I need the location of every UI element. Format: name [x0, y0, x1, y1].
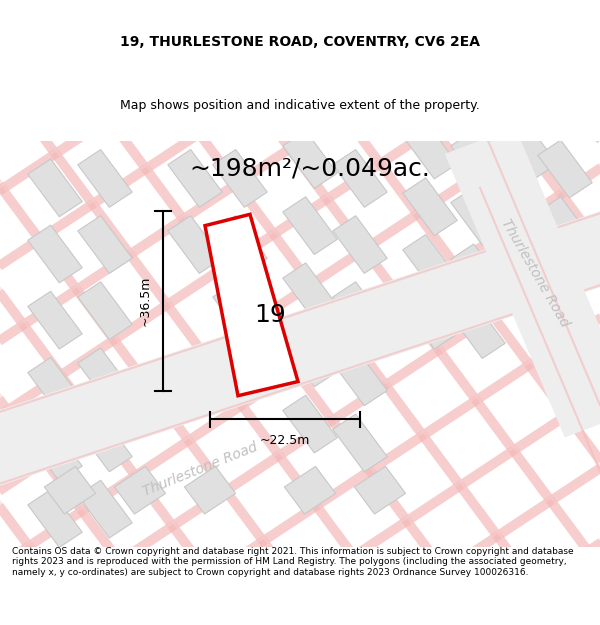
Polygon shape — [28, 291, 82, 349]
Polygon shape — [333, 282, 387, 339]
Polygon shape — [28, 489, 82, 548]
Text: Thurlestone Road: Thurlestone Road — [499, 216, 572, 329]
Polygon shape — [205, 214, 298, 396]
Polygon shape — [284, 466, 335, 514]
Text: ~36.5m: ~36.5m — [139, 276, 151, 326]
Polygon shape — [78, 149, 132, 208]
Polygon shape — [538, 197, 592, 254]
Polygon shape — [283, 131, 337, 188]
Polygon shape — [184, 466, 236, 514]
Polygon shape — [451, 131, 505, 188]
Polygon shape — [333, 348, 387, 406]
Polygon shape — [78, 216, 132, 273]
Polygon shape — [451, 301, 505, 359]
Polygon shape — [78, 282, 132, 339]
Polygon shape — [333, 216, 387, 273]
Polygon shape — [283, 197, 337, 254]
Polygon shape — [355, 466, 406, 514]
Polygon shape — [445, 127, 600, 438]
Polygon shape — [333, 414, 387, 472]
Polygon shape — [78, 348, 132, 406]
Text: Contains OS data © Crown copyright and database right 2021. This information is : Contains OS data © Crown copyright and d… — [12, 547, 574, 577]
Polygon shape — [403, 178, 457, 236]
Polygon shape — [168, 149, 222, 208]
Polygon shape — [333, 149, 387, 208]
Polygon shape — [403, 121, 457, 179]
Text: Thurlestone Road: Thurlestone Road — [140, 440, 259, 499]
Text: Map shows position and indicative extent of the property.: Map shows position and indicative extent… — [120, 99, 480, 112]
Polygon shape — [213, 348, 267, 406]
Polygon shape — [451, 244, 505, 302]
Polygon shape — [44, 466, 95, 514]
Polygon shape — [503, 121, 557, 179]
Polygon shape — [0, 182, 600, 514]
Polygon shape — [283, 263, 337, 321]
Polygon shape — [213, 216, 267, 273]
Polygon shape — [283, 395, 337, 453]
Text: 19: 19 — [254, 303, 286, 328]
Polygon shape — [403, 234, 457, 292]
Polygon shape — [28, 357, 82, 415]
Text: ~198m²/~0.049ac.: ~198m²/~0.049ac. — [190, 157, 430, 181]
Polygon shape — [538, 140, 592, 198]
Polygon shape — [503, 234, 557, 292]
Polygon shape — [213, 282, 267, 339]
Polygon shape — [28, 159, 82, 217]
Polygon shape — [28, 225, 82, 283]
Text: ~22.5m: ~22.5m — [260, 434, 310, 447]
Polygon shape — [168, 216, 222, 273]
Polygon shape — [451, 188, 505, 245]
Polygon shape — [78, 414, 132, 472]
Polygon shape — [115, 466, 166, 514]
Polygon shape — [213, 149, 267, 208]
Polygon shape — [283, 329, 337, 387]
Polygon shape — [403, 291, 457, 349]
Polygon shape — [28, 424, 82, 481]
Polygon shape — [503, 178, 557, 236]
Polygon shape — [78, 480, 132, 538]
Text: 19, THURLESTONE ROAD, COVENTRY, CV6 2EA: 19, THURLESTONE ROAD, COVENTRY, CV6 2EA — [120, 35, 480, 49]
